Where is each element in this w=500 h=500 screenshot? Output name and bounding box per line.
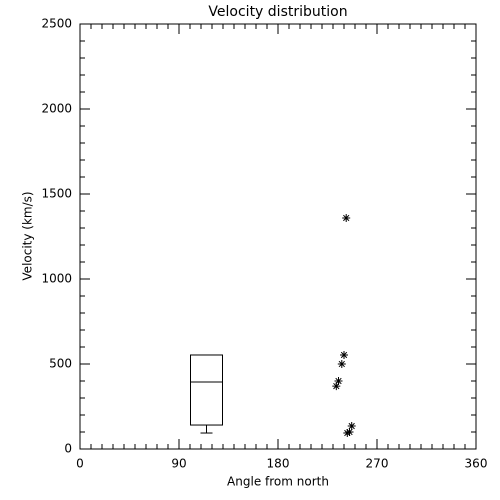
chart-title: Velocity distribution [208,4,347,20]
y-tick-label: 0 [64,442,72,456]
y-tick-label: 500 [49,357,72,371]
point [332,382,341,391]
y-tick-label: 1500 [41,187,72,201]
point [345,428,354,436]
point [334,377,343,385]
point [340,350,348,359]
point [347,422,356,431]
point [343,429,352,438]
y-tick-label: 1000 [41,272,72,286]
x-tick-label: 270 [366,457,389,471]
box [190,354,223,426]
point [342,213,351,222]
y-axis-label: Velocity (km/s) [21,191,35,280]
x-tick-label: 360 [465,457,488,471]
y-tick-label: 2500 [41,17,72,31]
x-tick-label: 0 [76,457,84,471]
plot-frame [79,23,477,450]
x-axis-label: Angle from north [227,475,329,489]
point [337,360,346,368]
x-tick-label: 180 [267,457,290,471]
y-tick-label: 2000 [41,102,72,116]
x-tick-label: 90 [171,457,186,471]
